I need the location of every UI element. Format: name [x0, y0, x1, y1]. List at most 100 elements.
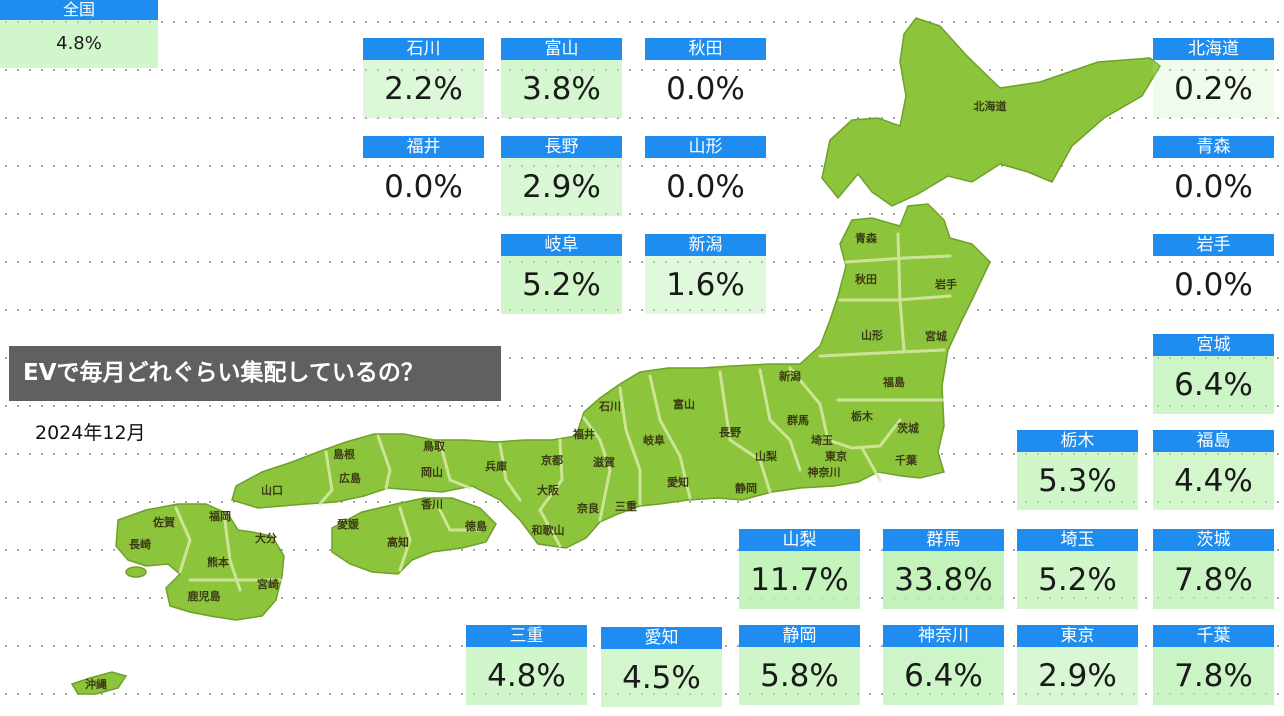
map-label: 青森: [855, 231, 878, 245]
prefecture-name: 福島: [1153, 430, 1274, 452]
prefecture-name: 茨城: [1153, 529, 1274, 551]
map-region-kyushu: [115, 503, 285, 621]
prefecture-rate: 5.2%: [1017, 551, 1138, 609]
prefecture-name: 山梨: [739, 529, 860, 551]
prefecture-card: 新潟 1.6%: [645, 234, 766, 314]
map-label: 山形: [861, 328, 883, 342]
map-label: 三重: [615, 499, 637, 513]
prefecture-card: 秋田 0.0%: [645, 38, 766, 118]
prefecture-rate: 7.8%: [1153, 551, 1274, 609]
prefecture-name: 静岡: [739, 625, 860, 647]
prefecture-card: 神奈川 6.4%: [883, 625, 1004, 705]
map-label: 滋賀: [593, 455, 615, 469]
map-label: 広島: [339, 471, 361, 485]
map-label: 北海道: [974, 99, 1007, 113]
prefecture-card: 岐阜 5.2%: [501, 234, 622, 314]
map-label: 奈良: [576, 501, 599, 515]
date-label: 2024年12月: [35, 422, 146, 444]
map-label: 埼玉: [811, 433, 833, 447]
map-label: 徳島: [464, 519, 487, 533]
prefecture-card: 山梨 11.7%: [739, 529, 860, 609]
prefecture-rate: 7.8%: [1153, 647, 1274, 705]
map-label: 鹿児島: [188, 589, 221, 603]
prefecture-rate: 0.0%: [666, 169, 745, 205]
prefecture-name: 山形: [645, 136, 766, 158]
prefecture-card: 岩手 0.0%: [1153, 234, 1274, 314]
prefecture-rate: 3.8%: [501, 60, 622, 118]
map-label: 東京: [825, 449, 847, 463]
prefecture-card: 北海道 0.2%: [1153, 38, 1274, 118]
map-label: 石川: [598, 400, 621, 413]
map-label: 大分: [255, 531, 277, 545]
map-label: 島根: [333, 447, 356, 461]
national-card: 全国 4.8%: [0, 0, 158, 68]
prefecture-card: 栃木 5.3%: [1017, 430, 1138, 510]
prefecture-card: 愛知 4.5%: [601, 627, 722, 707]
map-label: 愛知: [667, 475, 689, 489]
map-label: 千葉: [895, 453, 918, 467]
map-label: 鳥取: [423, 439, 445, 453]
map-label: 山梨: [755, 449, 778, 463]
prefecture-name: 秋田: [645, 38, 766, 60]
map-label: 兵庫: [485, 459, 507, 473]
prefecture-name: 富山: [501, 38, 622, 60]
prefecture-card: 長野 2.9%: [501, 136, 622, 216]
prefecture-card: 茨城 7.8%: [1153, 529, 1274, 609]
prefecture-rate: 2.2%: [363, 60, 484, 118]
prefecture-name: 埼玉: [1017, 529, 1138, 551]
prefecture-name: 群馬: [883, 529, 1004, 551]
map-label: 沖縄: [85, 677, 107, 691]
prefecture-rate: 11.7%: [739, 551, 860, 609]
prefecture-card: 石川 2.2%: [363, 38, 484, 118]
prefecture-card: 三重 4.8%: [466, 625, 587, 705]
map-label: 高知: [387, 535, 409, 549]
map-label: 京都: [541, 453, 563, 467]
prefecture-card: 福島 4.4%: [1153, 430, 1274, 510]
prefecture-name: 三重: [466, 625, 587, 647]
prefecture-name: 宮城: [1153, 334, 1274, 356]
map-label: 和歌山: [532, 523, 565, 537]
prefecture-rate: 0.0%: [384, 169, 463, 205]
map-label: 宮崎: [257, 577, 279, 591]
prefecture-rate: 0.0%: [1174, 267, 1253, 303]
map-region-honshu: [231, 203, 991, 549]
map-label: 新潟: [779, 369, 801, 383]
prefecture-rate: 0.0%: [1174, 169, 1253, 205]
prefecture-rate: 5.2%: [501, 256, 622, 314]
prefecture-card: 埼玉 5.2%: [1017, 529, 1138, 609]
prefecture-name: 新潟: [645, 234, 766, 256]
map-label: 山口: [261, 483, 283, 497]
map-label: 岩手: [934, 277, 957, 291]
prefecture-rate: 6.4%: [1153, 356, 1274, 414]
prefecture-rate: 4.4%: [1153, 452, 1274, 510]
prefecture-card: 千葉 7.8%: [1153, 625, 1274, 705]
prefecture-name: 東京: [1017, 625, 1138, 647]
prefecture-rate: 6.4%: [883, 647, 1004, 705]
page-title: EVで毎月どれぐらい集配しているの？: [9, 346, 501, 401]
map-label: 栃木: [851, 409, 874, 423]
map-label: 長野: [719, 426, 741, 439]
prefecture-name: 愛知: [601, 627, 722, 649]
prefecture-name: 青森: [1153, 136, 1274, 158]
prefecture-card: 富山 3.8%: [501, 38, 622, 118]
prefecture-rate: 4.5%: [601, 649, 722, 707]
national-value: 4.8%: [0, 20, 158, 68]
prefecture-name: 千葉: [1153, 625, 1274, 647]
prefecture-card: 福井 0.0%: [363, 136, 484, 216]
prefecture-rate: 2.9%: [501, 158, 622, 216]
prefecture-card: 山形 0.0%: [645, 136, 766, 216]
national-label: 全国: [0, 0, 158, 20]
map-region-okinawa: [70, 671, 128, 695]
map-label: 大阪: [537, 483, 560, 497]
prefecture-rate: 1.6%: [645, 256, 766, 314]
map-region-shikoku: [331, 497, 497, 575]
map-label: 富山: [673, 397, 695, 411]
prefecture-rate: 5.8%: [739, 647, 860, 705]
map-label: 秋田: [855, 272, 877, 286]
map-label: 岡山: [421, 465, 443, 479]
prefecture-rate: 2.9%: [1017, 647, 1138, 705]
prefecture-rate: 0.2%: [1153, 60, 1274, 118]
prefecture-rate: 4.8%: [466, 647, 587, 705]
prefecture-name: 北海道: [1153, 38, 1274, 60]
